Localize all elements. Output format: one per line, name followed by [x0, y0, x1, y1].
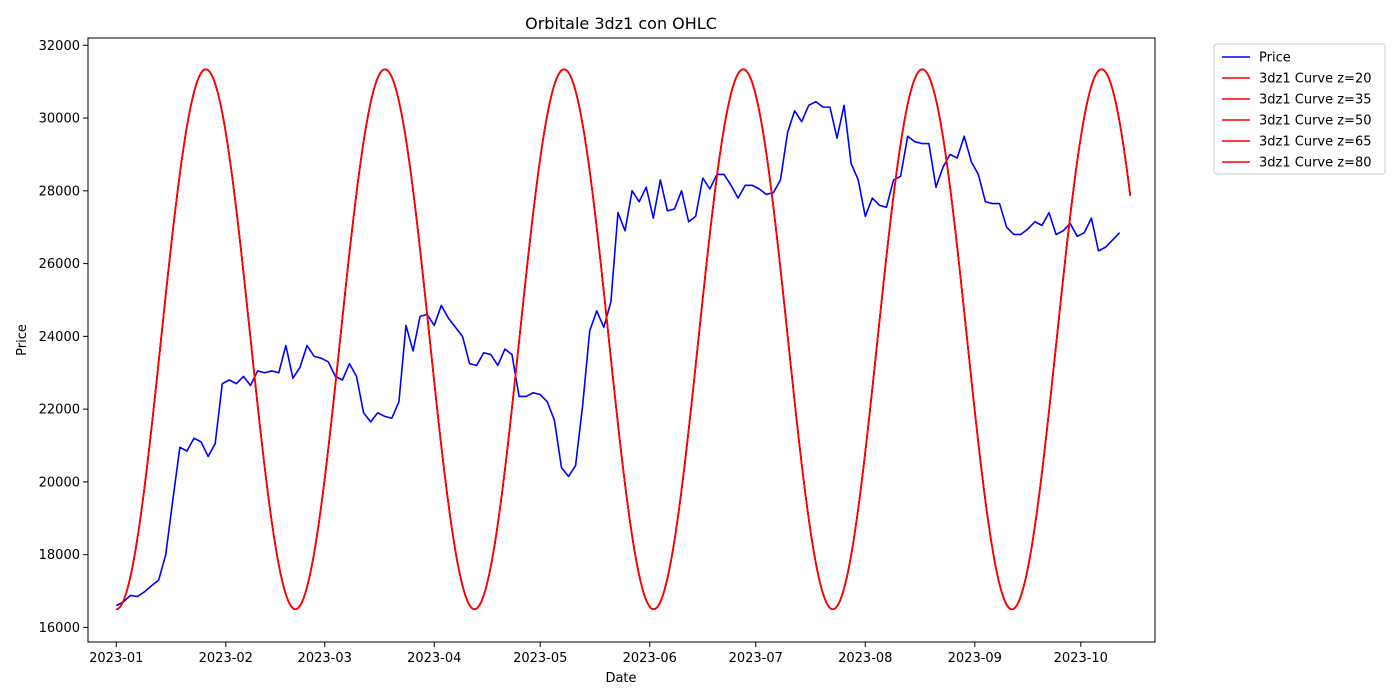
x-tick-label: 2023-03: [298, 651, 352, 666]
y-tick-label: 20000: [39, 475, 80, 490]
x-tick-label: 2023-10: [1054, 651, 1108, 666]
y-axis-label: Price: [15, 324, 30, 356]
x-tick-label: 2023-09: [948, 651, 1002, 666]
x-tick-label: 2023-08: [838, 651, 892, 666]
chart-title: Orbitale 3dz1 con OHLC: [525, 14, 717, 33]
series-line-curve-5: [116, 68, 1132, 611]
y-tick-label: 18000: [39, 548, 80, 563]
legend-box: [1213, 43, 1386, 175]
legend: Price 3dz1 Curve z=20 3dz1 Curve z=35 3dz1 …: [1213, 43, 1386, 175]
y-tick-label: 22000: [39, 403, 80, 418]
legend-entry: Price: [1259, 51, 1291, 66]
x-tick-label: 2023-07: [729, 651, 783, 666]
x-tick-label: 2023-04: [407, 651, 461, 666]
y-tick-label: 24000: [39, 330, 80, 345]
y-tick-label: 30000: [39, 112, 80, 127]
x-tick-label: 2023-02: [199, 651, 253, 666]
series-line-price: [115, 100, 1121, 607]
legend-entry: 3dz1 Curve z=20: [1259, 72, 1372, 87]
x-axis-label: Date: [605, 671, 636, 686]
y-tick-label: 16000: [39, 621, 80, 636]
legend-entry: 3dz1 Curve z=35: [1259, 93, 1372, 108]
plot-frame: [87, 37, 1156, 643]
x-tick-label: 2023-06: [623, 651, 677, 666]
x-tick-label: 2023-01: [89, 651, 143, 666]
legend-entry: 3dz1 Curve z=65: [1259, 135, 1372, 150]
x-tick-label: 2023-05: [513, 651, 567, 666]
legend-entry: 3dz1 Curve z=50: [1259, 114, 1372, 129]
series-layer: [115, 68, 1132, 611]
y-axis: 16000 18000 20000 22000 24000 26000 28000 30000…: [39, 39, 88, 636]
x-axis: 2023-01 2023-02 2023-03 2023-04 2023-05 2023-…: [89, 642, 1108, 666]
legend-entry: 3dz1 Curve z=80: [1259, 156, 1372, 171]
y-tick-label: 28000: [39, 184, 80, 199]
y-tick-label: 26000: [39, 257, 80, 272]
y-tick-label: 32000: [39, 39, 80, 54]
